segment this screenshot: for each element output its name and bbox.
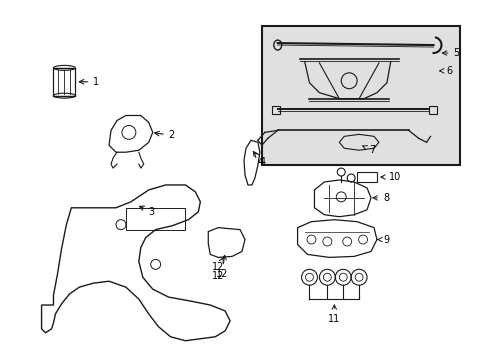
- Text: 10: 10: [380, 172, 400, 182]
- Bar: [271, 105, 279, 113]
- Text: 7: 7: [362, 145, 374, 155]
- Text: 12: 12: [216, 255, 228, 279]
- Bar: [427, 105, 436, 113]
- Text: 11: 11: [327, 305, 340, 324]
- Text: 8: 8: [372, 193, 388, 203]
- Text: 1: 1: [79, 77, 99, 87]
- Text: 12: 12: [212, 271, 224, 281]
- Text: 5: 5: [442, 48, 459, 58]
- Bar: [262, 26, 459, 165]
- Text: 12: 12: [212, 257, 224, 272]
- Bar: [356, 172, 376, 182]
- Text: 4: 4: [254, 153, 265, 167]
- Text: 4: 4: [253, 152, 264, 167]
- Text: 3: 3: [139, 206, 155, 217]
- Text: 9: 9: [377, 234, 388, 244]
- Text: 6: 6: [439, 66, 451, 76]
- Text: 2: 2: [154, 130, 175, 140]
